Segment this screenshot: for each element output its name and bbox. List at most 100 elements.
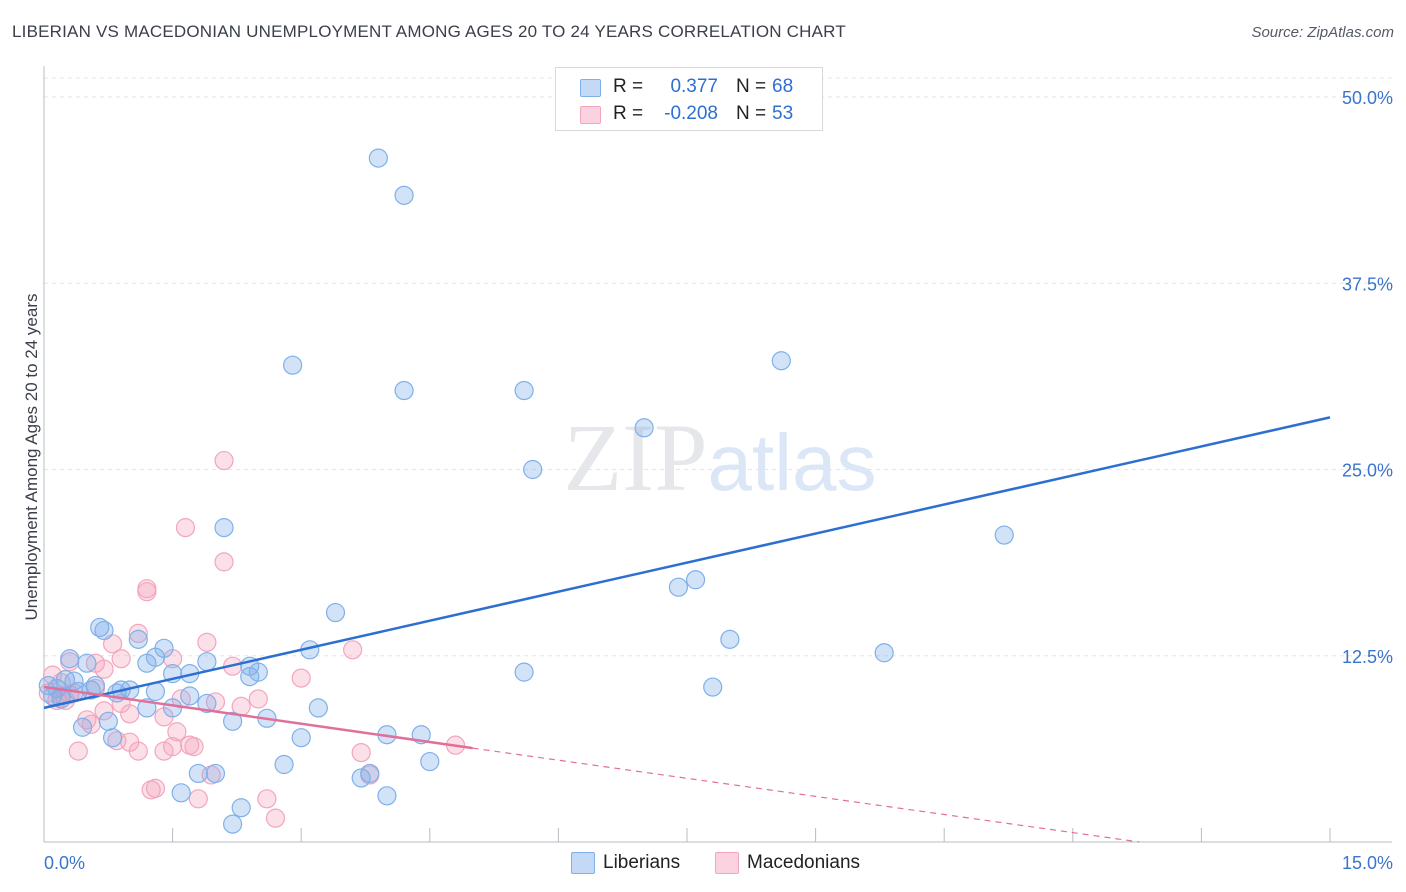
macedonian-point xyxy=(137,579,157,599)
liberian-point xyxy=(994,525,1014,545)
liberians-points xyxy=(38,148,1014,834)
macedonian-point xyxy=(188,789,208,809)
liberian-point xyxy=(77,653,97,673)
liberian-point xyxy=(771,351,791,371)
macedonian-point xyxy=(351,742,371,763)
legend-item-macedonians: Macedonians xyxy=(715,852,860,876)
y-axis-label: Unemployment Among Ages 20 to 24 years xyxy=(22,294,41,621)
r-value: -0.208 xyxy=(664,103,718,124)
liberian-point xyxy=(197,693,217,714)
watermark: ZIPatlas xyxy=(564,404,877,511)
macedonian-point xyxy=(94,701,114,721)
r-label: R = xyxy=(613,103,644,124)
liberian-point xyxy=(248,662,268,682)
liberian-point xyxy=(291,728,311,748)
liberian-point xyxy=(223,711,243,731)
macedonian-point xyxy=(102,634,123,654)
macedonian-point xyxy=(111,649,131,669)
liberian-point xyxy=(128,629,148,649)
liberian-point xyxy=(60,649,80,669)
macedonian-point xyxy=(214,552,234,572)
liberian-point xyxy=(394,380,414,401)
macedonian-point xyxy=(343,640,363,660)
liberian-point xyxy=(205,763,226,784)
macedonian-point xyxy=(154,741,174,761)
macedonian-point xyxy=(265,808,286,828)
chart-title: LIBERIAN VS MACEDONIAN UNEMPLOYMENT AMON… xyxy=(12,22,846,41)
liberian-point xyxy=(283,355,303,375)
macedonian-point xyxy=(248,689,268,709)
liberians-trend-line xyxy=(43,416,1331,710)
liberian-point xyxy=(420,751,440,772)
macedonian-point xyxy=(163,737,183,757)
n-value: 68 xyxy=(772,76,794,97)
liberian-point xyxy=(514,380,534,401)
macedonian-point xyxy=(128,741,148,761)
liberian-point xyxy=(360,763,380,784)
liberian-point xyxy=(368,148,388,168)
liberian-point xyxy=(351,768,371,788)
legend-row-macedonians: R = -0.208 N = 53 xyxy=(556,100,822,128)
macedonian-point xyxy=(145,778,166,798)
y-tick-label: 37.5% xyxy=(1342,274,1393,294)
macedonians-legend-swatch xyxy=(715,852,739,874)
macedonian-point xyxy=(175,518,196,538)
n-label: N = xyxy=(736,103,767,124)
y-tick-label: 12.5% xyxy=(1342,647,1393,667)
chart-source: Source: ZipAtlas.com xyxy=(1251,24,1394,41)
liberian-point xyxy=(163,698,183,718)
macedonians-trend-extension xyxy=(472,747,1140,843)
liberian-point xyxy=(98,711,118,731)
macedonians-trend-line xyxy=(43,685,473,750)
grid-lines xyxy=(44,77,1392,657)
liberian-point xyxy=(102,728,123,748)
liberian-point xyxy=(308,698,328,718)
tick-labels: 12.5% 25.0% 37.5% 50.0% 0.0% 15.0% Unemploymen… xyxy=(22,88,1393,873)
liberians-legend-swatch xyxy=(571,852,595,874)
liberian-point xyxy=(377,786,397,806)
n-value: 53 xyxy=(772,103,794,124)
liberian-point xyxy=(214,518,234,538)
macedonian-point xyxy=(291,668,311,688)
liberians-legend-label: Liberians xyxy=(603,852,681,873)
liberian-point xyxy=(634,418,654,438)
watermark-text: ZIPatlas xyxy=(564,404,877,511)
liberian-point xyxy=(514,662,534,682)
legend-row-liberians: R = 0.377 N = 68 xyxy=(556,73,822,101)
liberian-point xyxy=(394,185,414,205)
liberian-point xyxy=(325,602,346,623)
macedonian-point xyxy=(68,741,88,761)
liberian-point xyxy=(274,754,294,775)
legend-item-liberians: Liberians xyxy=(571,852,680,876)
liberian-point xyxy=(874,643,894,663)
liberian-point xyxy=(85,675,106,696)
liberian-point xyxy=(188,763,208,784)
liberian-point xyxy=(197,652,217,672)
y-tick-label: 25.0% xyxy=(1342,461,1393,481)
macedonians-legend-label: Macedonians xyxy=(747,852,861,873)
trend-lines xyxy=(43,416,1331,843)
liberian-point xyxy=(231,798,251,818)
liberian-point xyxy=(180,686,200,706)
liberian-point xyxy=(703,677,723,697)
macedonian-point xyxy=(184,737,204,757)
r-label: R = xyxy=(613,76,644,97)
liberian-point xyxy=(668,577,689,597)
macedonian-point xyxy=(94,659,114,679)
macedonians-swatch xyxy=(580,106,601,124)
x-tick-label: 15.0% xyxy=(1342,853,1393,873)
liberians-swatch xyxy=(580,79,601,97)
macedonian-point xyxy=(167,722,187,742)
macedonian-point xyxy=(257,789,277,809)
liberian-point xyxy=(685,570,706,590)
macedonian-point xyxy=(214,450,234,471)
liberian-point xyxy=(94,620,114,641)
y-tick-label: 50.0% xyxy=(1342,88,1393,108)
liberian-point xyxy=(171,783,191,803)
x-tick-label: 0.0% xyxy=(44,853,85,873)
n-label: N = xyxy=(736,76,767,97)
axes xyxy=(43,66,1392,843)
macedonian-point xyxy=(128,623,148,644)
